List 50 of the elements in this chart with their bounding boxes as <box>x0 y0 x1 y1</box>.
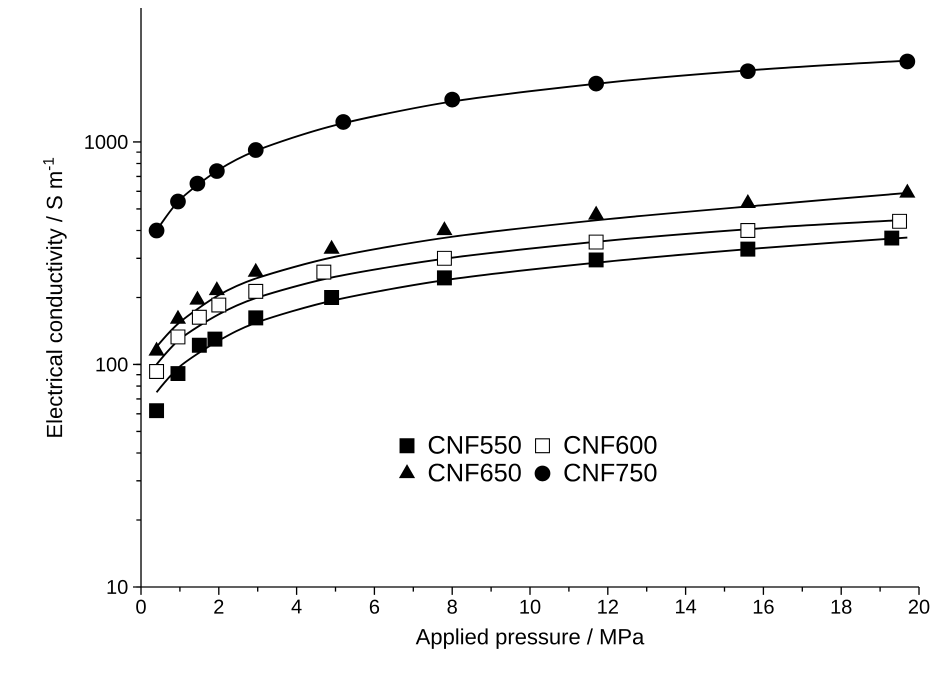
legend-label: CNF650 <box>428 464 521 482</box>
point <box>148 222 164 238</box>
y-axis-title: Electrical conductivity / S m$^{-1}$ <box>43 158 67 437</box>
point <box>899 54 916 70</box>
x-tick-label: 10 <box>520 600 540 614</box>
x-tick-label: 12 <box>598 600 618 614</box>
point <box>248 284 264 299</box>
point <box>192 310 207 325</box>
x-axis-title: Applied pressure / MPa <box>416 628 644 649</box>
x-tick-label: 16 <box>754 600 774 614</box>
x-tick-label: 6 <box>370 600 380 614</box>
point <box>248 142 264 158</box>
point <box>211 298 226 312</box>
point <box>740 242 756 257</box>
x-tick-label: 18 <box>832 600 852 614</box>
point <box>436 270 452 286</box>
point <box>149 364 164 379</box>
point <box>248 310 264 326</box>
point <box>436 250 452 266</box>
point <box>208 163 225 179</box>
point <box>892 214 908 229</box>
point <box>588 252 604 268</box>
y-tick-label: 10 <box>108 580 128 594</box>
point <box>740 223 756 238</box>
y-tick-label: 1000 <box>85 134 128 150</box>
point <box>740 63 756 80</box>
x-tick-label: 14 <box>676 600 696 614</box>
point <box>170 366 186 382</box>
legend-label: CNF550 <box>428 436 521 454</box>
x-tick-label: 0 <box>136 600 146 614</box>
point <box>316 264 332 280</box>
point <box>884 230 900 246</box>
x-tick-label: 2 <box>214 600 224 614</box>
y-tick-label: 100 <box>96 357 128 372</box>
point <box>170 329 186 344</box>
legend-label: CNF600 <box>564 436 656 454</box>
point <box>170 194 186 210</box>
point <box>588 234 604 250</box>
point <box>207 332 222 347</box>
point <box>324 290 340 305</box>
point <box>192 338 207 353</box>
x-tick-label: 8 <box>448 600 457 614</box>
x-tick-label: 20 <box>908 600 930 614</box>
point <box>149 403 164 418</box>
point <box>190 176 206 192</box>
legend-label: CNF750 <box>564 464 656 482</box>
point <box>335 114 352 130</box>
point <box>444 92 460 108</box>
x-tick-label: 4 <box>292 600 302 614</box>
point <box>588 76 604 92</box>
